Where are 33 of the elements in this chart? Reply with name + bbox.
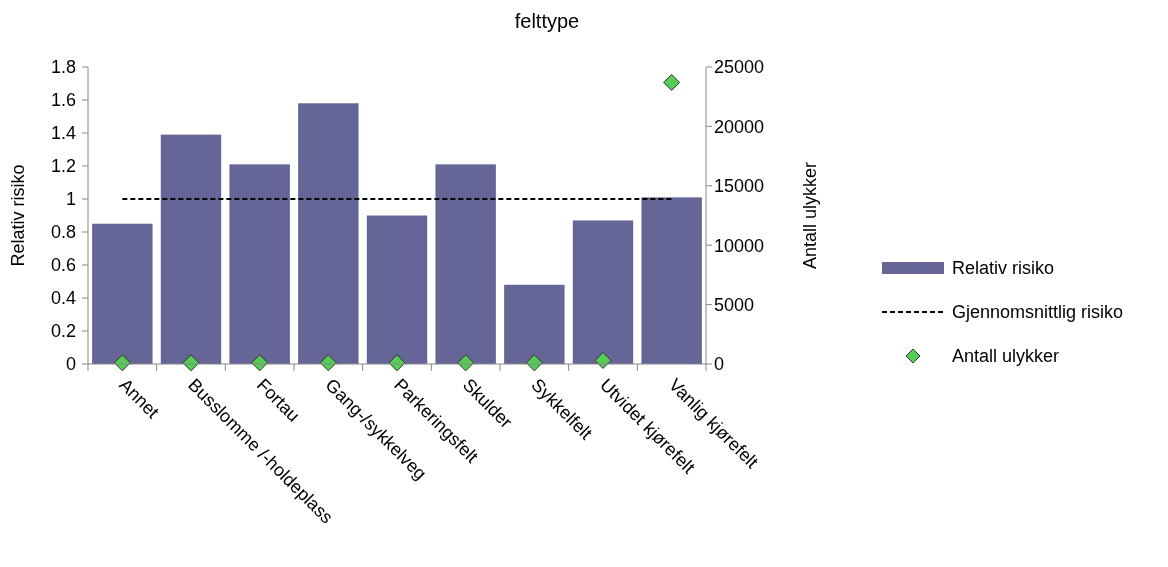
bar <box>160 134 222 364</box>
bar <box>366 215 428 364</box>
y-tick-label: 0.2 <box>50 321 76 342</box>
bar <box>572 220 634 364</box>
point <box>594 351 612 369</box>
bar <box>298 103 359 364</box>
legend-label: Gjennomsnittlig risiko <box>952 302 1124 323</box>
y2-tick-label: 15000 <box>714 176 765 197</box>
y-tick-label: 1.4 <box>50 123 76 144</box>
bar <box>229 164 290 364</box>
chart-title: felttype <box>514 10 580 32</box>
y-tick-label: 0.8 <box>50 222 76 243</box>
y-tick-label: 1.6 <box>50 90 76 111</box>
y-tick-label: 1.2 <box>50 156 76 177</box>
bar <box>435 164 496 364</box>
y-tick-label: 0.6 <box>50 255 76 276</box>
y-tick-label: 1 <box>65 189 76 210</box>
bar <box>92 223 153 364</box>
y2-axis-title: Antall ulykker <box>800 161 820 270</box>
y2-tick-label: 0 <box>714 354 725 375</box>
bar <box>641 197 702 364</box>
y2-tick-label: 10000 <box>714 235 765 256</box>
y2-tick-label: 25000 <box>714 57 765 78</box>
y-axis-title: Relativ risiko <box>8 164 28 267</box>
bar <box>504 284 565 364</box>
y2-tick-label: 20000 <box>714 116 765 137</box>
y2-tick-label: 5000 <box>714 294 755 315</box>
y-tick-label: 0 <box>65 354 76 375</box>
y-tick-label: 0.4 <box>50 288 76 309</box>
legend-label: Relativ risiko <box>952 258 1055 279</box>
y-tick-label: 1.8 <box>50 57 76 78</box>
point <box>663 73 681 91</box>
legend-label: Antall ulykker <box>952 346 1060 367</box>
